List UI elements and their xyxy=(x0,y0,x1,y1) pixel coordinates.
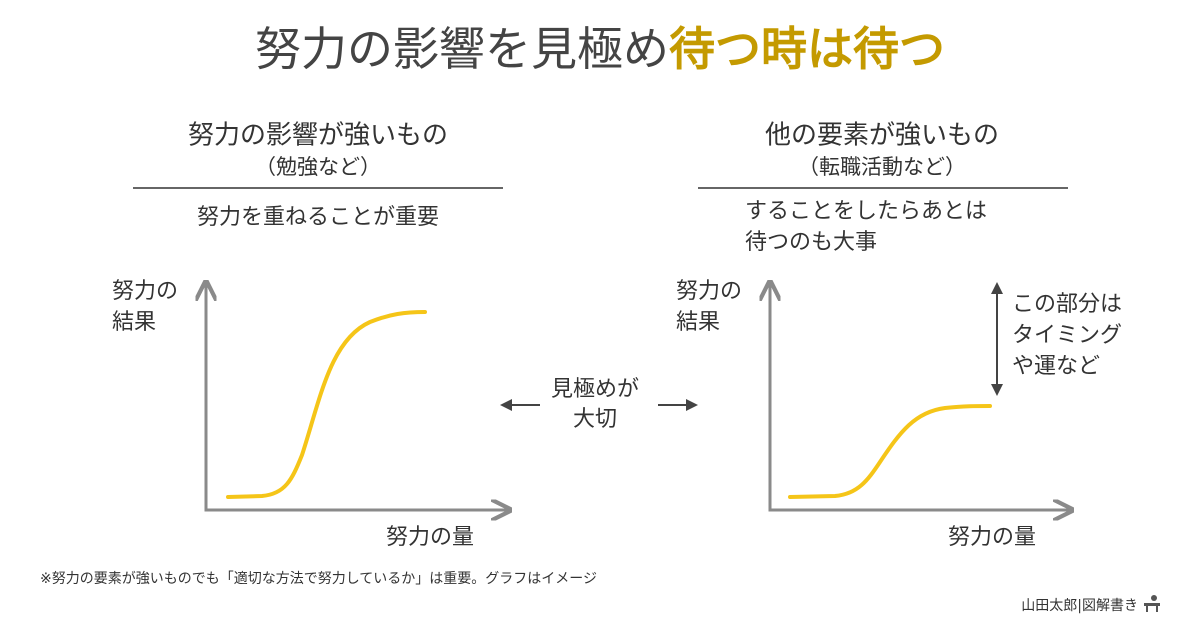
y-label: 結果 xyxy=(676,310,720,335)
annotation: タイミング xyxy=(1012,323,1122,348)
x-label: 努力の量 xyxy=(948,525,1036,550)
axes xyxy=(206,284,508,510)
right-heading: 他の要素が強いもの xyxy=(765,121,999,151)
y-label: 努力の xyxy=(112,279,178,304)
middle-label: 大切 xyxy=(573,407,617,432)
annotation: や運など xyxy=(1012,354,1100,379)
axes xyxy=(770,284,1070,510)
footnote: ※努力の要素が強いものでも「適切な方法で努力しているか」は重要。グラフはイメージ xyxy=(40,571,597,587)
curve xyxy=(788,404,992,499)
x-label: 努力の量 xyxy=(386,525,474,550)
left-description: 努力を重ねることが重要 xyxy=(197,205,439,230)
title-part2: 待つ時は待つ xyxy=(669,22,945,76)
y-label: 努力の xyxy=(676,279,742,304)
left-heading: 努力の影響が強いもの xyxy=(188,121,448,151)
middle-label: 見極めが xyxy=(551,377,639,402)
right-subheading: （転職活動など） xyxy=(798,155,966,179)
right-description: することをしたらあとは xyxy=(745,199,987,224)
left-subheading: （勉強など） xyxy=(255,155,381,179)
y-label: 結果 xyxy=(112,310,156,335)
curve xyxy=(226,310,427,499)
credit-icon xyxy=(1144,595,1160,612)
credit: 山田太郎|図解書き xyxy=(1021,598,1138,614)
annotation: この部分は xyxy=(1012,292,1122,317)
title-part1: 努力の影響を見極め xyxy=(255,22,669,76)
title: 努力の影響を見極め待つ時は待つ xyxy=(255,22,945,76)
right-description: 待つのも大事 xyxy=(745,230,877,255)
